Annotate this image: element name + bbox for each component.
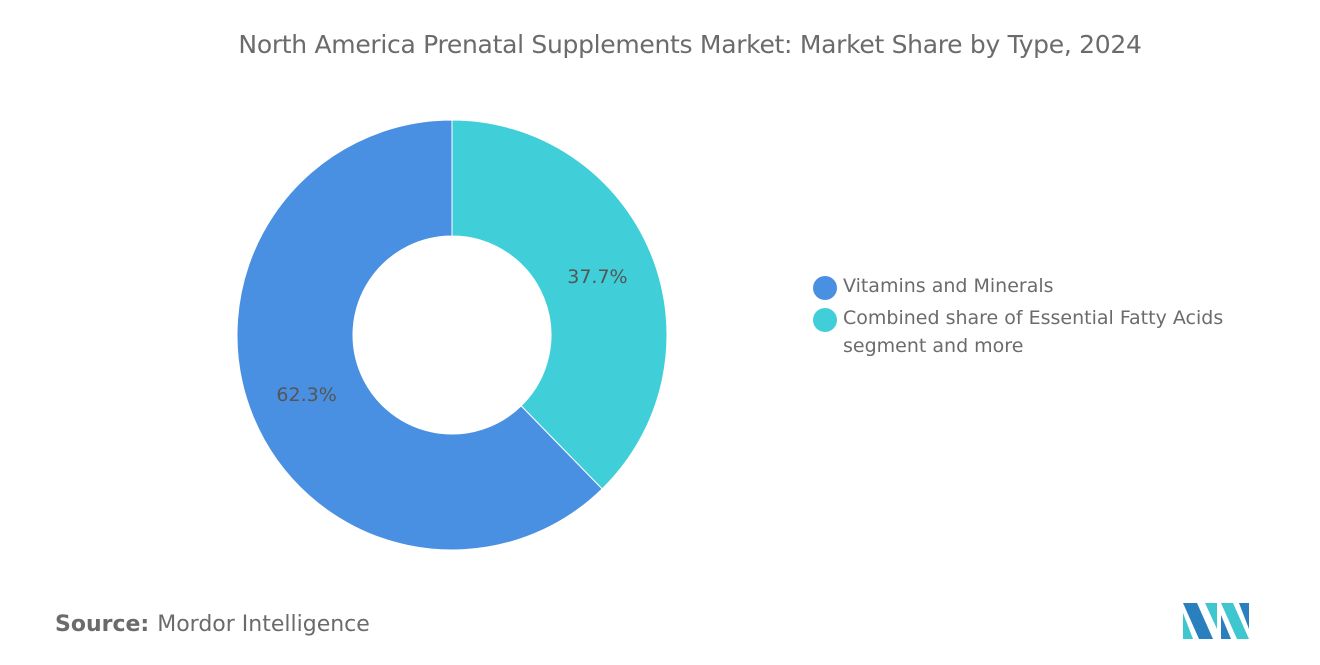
data-label-0: 37.7% xyxy=(567,266,627,288)
data-label-1: 62.3% xyxy=(276,384,336,406)
source-note: Source: Mordor Intelligence xyxy=(55,612,370,637)
chart-title: North America Prenatal Supplements Marke… xyxy=(238,30,1142,59)
legend-label: Vitamins and Minerals xyxy=(843,275,1054,297)
source-label: Source: xyxy=(55,612,150,637)
donut-slice-0 xyxy=(451,119,668,490)
donut-slice-1 xyxy=(236,119,603,551)
legend-swatch-icon xyxy=(813,308,837,332)
legend-label: Combined share of Essential Fatty Acids … xyxy=(843,307,1224,357)
source-value: Mordor Intelligence xyxy=(157,612,370,637)
legend: Vitamins and Minerals Combined share of … xyxy=(813,272,1273,364)
legend-swatch-icon xyxy=(813,276,837,300)
legend-item-vitamins: Vitamins and Minerals xyxy=(813,272,1273,300)
mordor-intelligence-logo-icon xyxy=(1183,603,1249,639)
legend-item-fatty-acids: Combined share of Essential Fatty Acids … xyxy=(813,304,1273,360)
